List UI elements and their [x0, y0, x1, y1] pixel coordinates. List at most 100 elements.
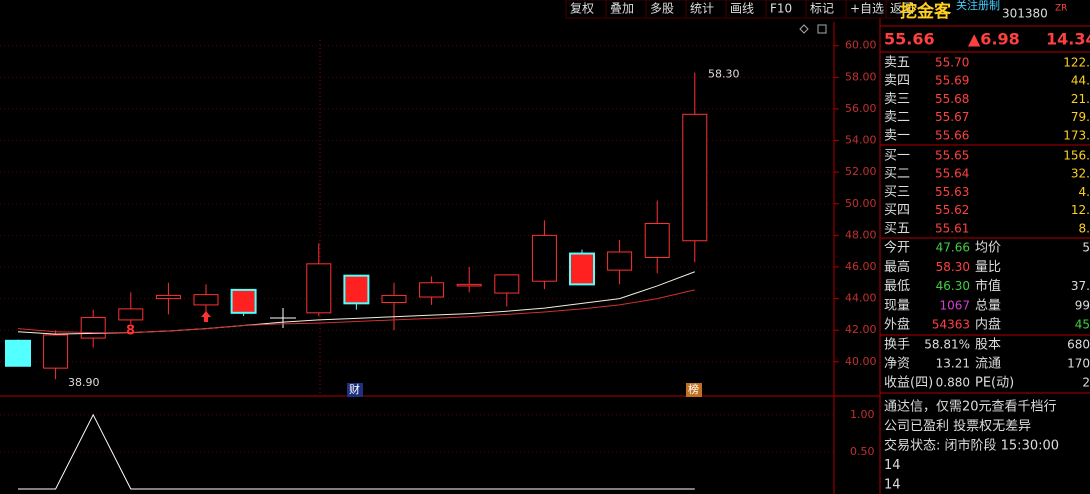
- stat-label: 外盘: [884, 317, 910, 333]
- book-price: 55.70: [935, 56, 969, 70]
- stat-label: 流通: [975, 357, 1001, 372]
- note: 交易状态: 闭市阶段 15:30:00: [884, 438, 1059, 454]
- candle-body: [494, 274, 520, 294]
- toolbar-button[interactable]: +自选: [850, 2, 884, 16]
- stat-label: 量比: [975, 260, 1001, 275]
- stat-label: 现量: [884, 298, 910, 313]
- book-price: 55.65: [935, 149, 969, 163]
- y-tick-label: 54.00: [845, 134, 877, 147]
- note: 14: [884, 478, 901, 493]
- marker-eight: 8: [126, 324, 135, 339]
- candle-body: [118, 308, 144, 321]
- candle-body: [456, 283, 482, 287]
- note: 公司已盈利 投票权无差异: [884, 418, 1031, 434]
- marker-bg: [347, 383, 363, 397]
- price: 55.66: [884, 30, 935, 49]
- stat-value: 2: [1082, 376, 1090, 390]
- stat-label: 今开: [884, 240, 910, 256]
- marker-bg: [686, 383, 702, 397]
- stat-label: PE(动): [975, 376, 1014, 391]
- book-volume: 21.: [1071, 92, 1090, 106]
- candle-body: [381, 294, 407, 304]
- high-label: 58.30: [708, 68, 740, 81]
- y-tick-label: 0.50: [850, 445, 875, 458]
- candle-body: [230, 288, 257, 314]
- book-volume: 32.: [1071, 167, 1090, 181]
- stat-value: 47.66: [936, 241, 970, 255]
- y-tick-label: 42.00: [845, 323, 877, 336]
- y-tick-label: 48.00: [845, 228, 877, 241]
- toolbar-button[interactable]: 返回: [890, 2, 914, 16]
- toolbar-button[interactable]: 标记: [810, 2, 834, 16]
- stat-value: 1067: [939, 298, 970, 312]
- stat-value: 37.: [1071, 279, 1090, 293]
- toolbar-button[interactable]: F10: [770, 2, 792, 16]
- stat-label: 最高: [884, 259, 910, 275]
- book-price: 55.66: [935, 128, 969, 142]
- stat-value: 45: [1075, 318, 1090, 332]
- y-tick-label: 46.00: [845, 260, 877, 273]
- book-label: 卖一: [884, 128, 910, 143]
- book-volume: 173.: [1063, 128, 1090, 142]
- book-label: 卖五: [884, 56, 910, 71]
- book-volume: 8.: [1079, 221, 1090, 235]
- y-tick-label: 50.00: [845, 197, 877, 210]
- book-volume: 12.: [1071, 203, 1090, 217]
- book-volume: 44.: [1071, 74, 1090, 88]
- y-tick-label: 58.00: [845, 70, 877, 83]
- book-price: 55.64: [935, 167, 969, 181]
- y-tick-label: 60.00: [845, 39, 877, 52]
- book-label: 买三: [884, 185, 910, 200]
- book-price: 55.68: [935, 92, 969, 106]
- stat-label: 总量: [975, 298, 1001, 313]
- book-price: 55.63: [935, 185, 969, 199]
- stat-label: 收益(四): [884, 376, 933, 391]
- candle-body: [80, 317, 106, 339]
- arrow-icon: [201, 311, 211, 322]
- toolbar-button[interactable]: 多股: [650, 2, 674, 16]
- stat-label: 最低: [884, 279, 910, 294]
- stock-tag: 关注册制: [956, 0, 1000, 12]
- stat-value: 5: [1082, 241, 1090, 255]
- y-tick-label: 40.00: [845, 355, 877, 368]
- y-tick-label: 44.00: [845, 292, 877, 305]
- window-icon: [817, 24, 827, 34]
- indicator-line: [18, 413, 695, 490]
- toolbar-button[interactable]: 画线: [730, 2, 754, 16]
- toolbar-button[interactable]: 复权: [570, 2, 594, 16]
- stat-label: 市值: [975, 278, 1001, 294]
- stat-value: 680: [1067, 338, 1090, 352]
- stat-label: 换手: [884, 338, 910, 353]
- stat-label: 净资: [884, 357, 910, 372]
- book-label: 卖二: [884, 110, 910, 125]
- toolbar-button[interactable]: 统计: [690, 2, 714, 16]
- toolbar-button[interactable]: 叠加: [610, 2, 634, 16]
- candle-body: [193, 294, 219, 306]
- note: 通达信，仅需20元查看千档行: [884, 399, 1057, 415]
- stock-flag: ZR: [1055, 4, 1067, 14]
- book-label: 买一: [884, 149, 910, 164]
- ma-line: [17, 289, 695, 334]
- candle-body: [644, 223, 670, 258]
- toolbar-button-bg: [885, 0, 927, 19]
- book-label: 卖三: [884, 92, 910, 107]
- stat-label: 内盘: [975, 317, 1001, 333]
- book-price: 55.69: [935, 74, 969, 88]
- book-price: 55.61: [935, 221, 969, 235]
- stat-value: 13.21: [936, 357, 970, 371]
- candle-body: [607, 251, 633, 271]
- stock-code: 301380: [1002, 7, 1048, 21]
- stat-value: 0.880: [936, 376, 970, 390]
- candle-body: [343, 274, 370, 305]
- stock-name: 挖金客: [900, 1, 952, 22]
- stat-value: 170: [1067, 357, 1090, 371]
- book-label: 买四: [884, 203, 910, 218]
- book-price: 55.67: [935, 110, 969, 124]
- low-label: 38.90: [68, 376, 100, 389]
- book-label: 卖四: [884, 74, 910, 89]
- candle-body: [155, 294, 181, 300]
- y-tick-label: 56.00: [845, 102, 877, 115]
- marker-cai: 财: [349, 382, 360, 396]
- y-tick-label: 1.00: [850, 408, 875, 421]
